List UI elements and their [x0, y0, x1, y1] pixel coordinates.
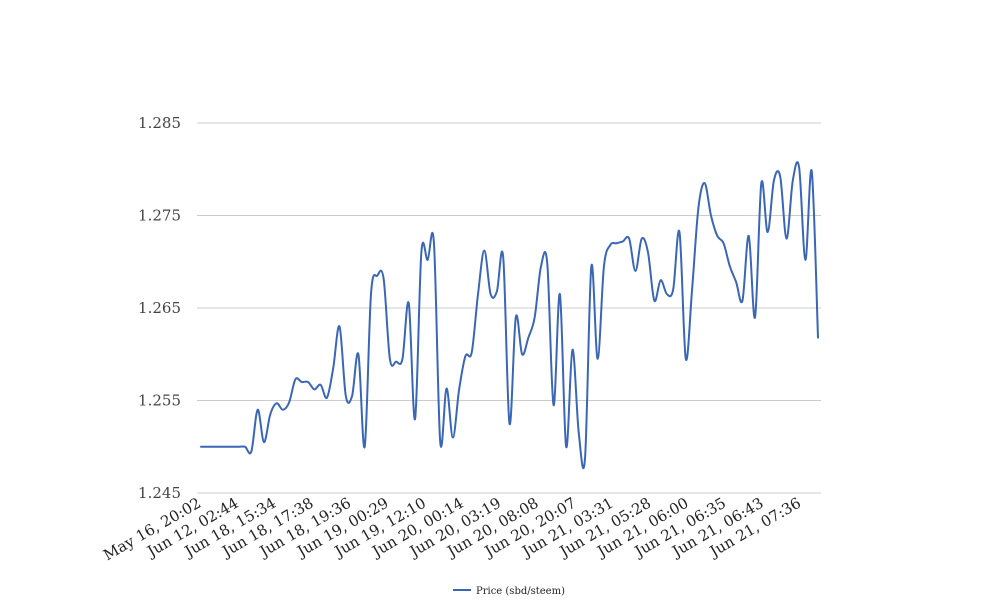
legend[interactable]: Price (sbd/steem) [453, 586, 565, 597]
y-tick-label-0: 1.245 [138, 484, 181, 502]
y-tick-label-3: 1.275 [138, 207, 181, 225]
series-group [200, 161, 819, 469]
y-tick-label-4: 1.285 [138, 114, 181, 132]
y-gridlines [197, 122, 821, 494]
series-line-0 [200, 161, 819, 469]
y-tick-label-2: 1.265 [138, 299, 181, 317]
y-tick-label-1: 1.255 [138, 392, 181, 410]
legend-label-price: Price (sbd/steem) [476, 586, 565, 597]
y-axis-tick-labels: 1.245 1.255 1.265 1.275 1.285 [138, 114, 181, 502]
